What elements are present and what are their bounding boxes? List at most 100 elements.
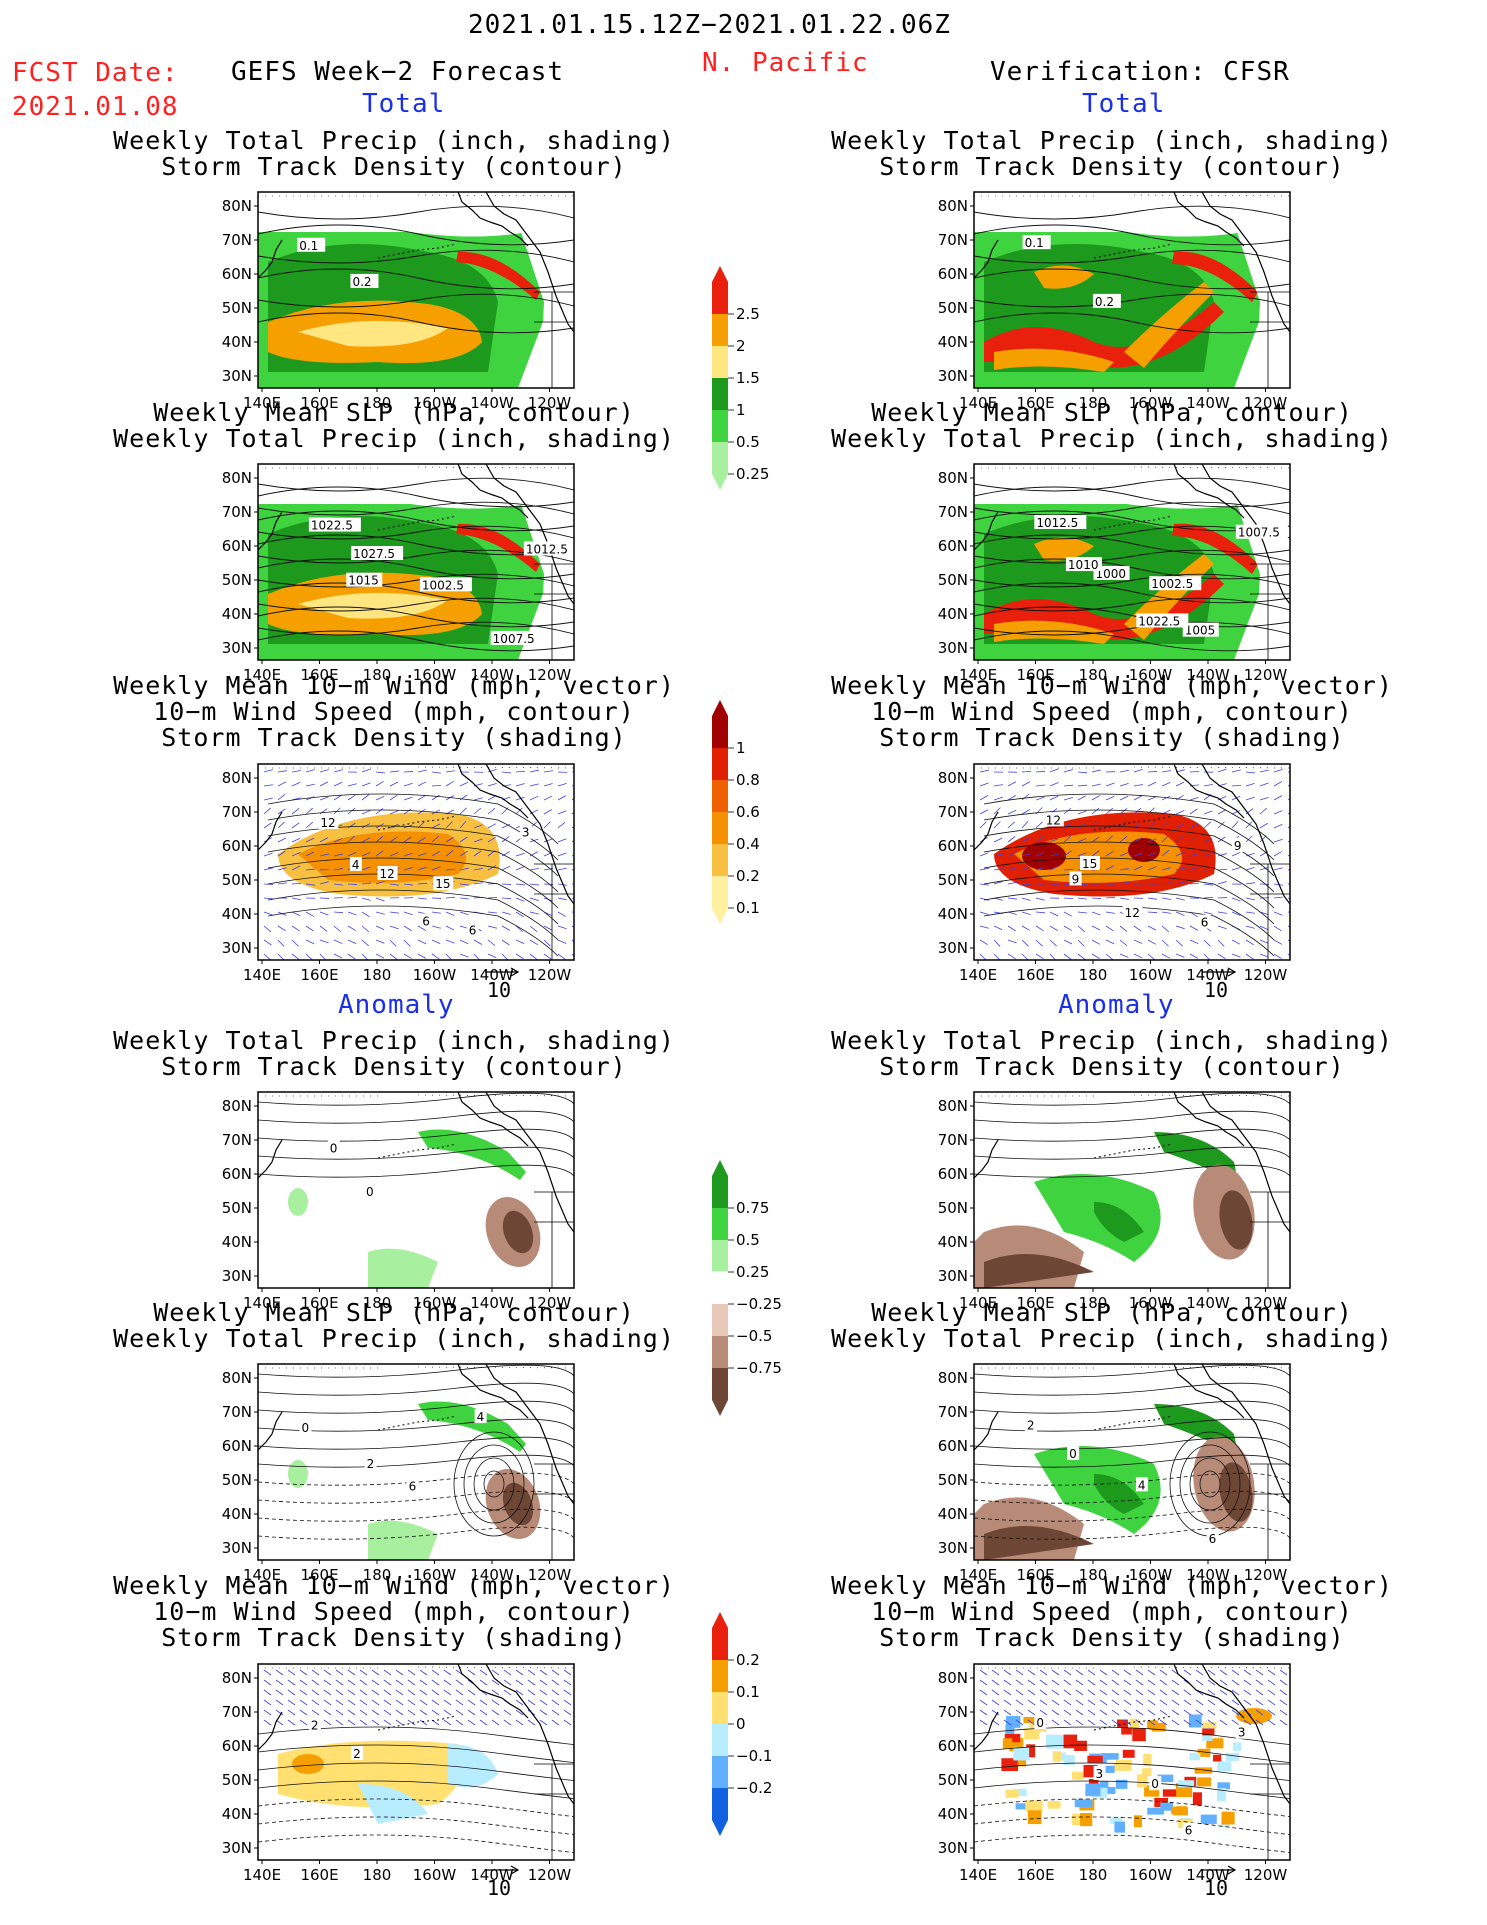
wind-vector bbox=[1203, 896, 1214, 899]
lon-tick-label: 160W bbox=[413, 666, 457, 684]
wind-vector bbox=[979, 883, 989, 886]
land-region bbox=[508, 192, 574, 388]
lon-tick-label: 160W bbox=[1129, 1866, 1173, 1884]
coastline bbox=[1093, 243, 1173, 259]
wind-vector bbox=[515, 953, 524, 960]
wind-vector bbox=[1119, 821, 1127, 829]
wind-vector bbox=[1243, 1679, 1252, 1686]
colorbar-label: 0.2 bbox=[736, 867, 760, 885]
lat-tick-label: 40N bbox=[222, 605, 252, 623]
wind-vector bbox=[443, 1699, 452, 1706]
wind-vector bbox=[1021, 925, 1031, 931]
anom-storm-shade bbox=[1197, 1748, 1211, 1757]
wind-vector bbox=[1063, 807, 1072, 815]
coastline bbox=[457, 1364, 529, 1419]
wind-vector bbox=[333, 781, 343, 787]
wind-vector bbox=[1111, 1679, 1120, 1686]
lon-tick-label: 160W bbox=[1129, 1294, 1173, 1312]
lat-tick-label: 30N bbox=[222, 1839, 252, 1857]
wind-vector bbox=[491, 1719, 500, 1726]
wind-vector bbox=[1273, 925, 1282, 932]
colorbar-segment bbox=[712, 1176, 728, 1208]
contour-line bbox=[974, 312, 1290, 334]
coastline bbox=[485, 464, 574, 605]
wind-vector bbox=[1267, 1719, 1276, 1726]
wind-vector bbox=[335, 1719, 344, 1726]
forecast-total-label: Total bbox=[362, 89, 446, 119]
colorbar-label: 0.2 bbox=[736, 1651, 760, 1669]
contour-line bbox=[267, 889, 559, 941]
total-precip-colorbar: 2.5 2 1.5 1 0.5 0.25 bbox=[710, 266, 790, 504]
lat-tick-label: 40N bbox=[938, 1233, 968, 1251]
contour-label-bg bbox=[433, 876, 454, 891]
lat-tick-label: 40N bbox=[222, 1233, 252, 1251]
colorbar-label: 0.5 bbox=[736, 1231, 760, 1249]
wind-vector bbox=[529, 867, 539, 871]
wind-vector bbox=[1021, 793, 1030, 801]
anom-storm-shade bbox=[1171, 1806, 1187, 1814]
anom-precip-shade bbox=[1034, 1174, 1161, 1262]
wind-vector bbox=[979, 795, 989, 801]
wind-vector bbox=[529, 953, 538, 960]
wind-vector bbox=[1159, 1709, 1168, 1716]
wind-vector bbox=[1279, 1689, 1288, 1696]
wind-vector bbox=[993, 853, 1003, 857]
wind-vector bbox=[305, 783, 315, 787]
state-boundary bbox=[1250, 291, 1290, 388]
wind-vector bbox=[1287, 825, 1290, 829]
wind-vector bbox=[503, 1719, 512, 1726]
map-svg: 12 15 12 6 9 9 80N 70N 60N 50N 40N 30N 140E 160E 180 16… bbox=[938, 763, 1291, 984]
wind-vector bbox=[1207, 1679, 1216, 1686]
coastline bbox=[258, 1411, 283, 1451]
lat-tick-label: 60N bbox=[938, 837, 968, 855]
wind-vector bbox=[305, 807, 314, 815]
wind-vector bbox=[361, 794, 370, 801]
wind-vector bbox=[501, 911, 511, 915]
wind-vector bbox=[501, 865, 511, 871]
contour-line bbox=[258, 630, 574, 652]
anom-storm-shade bbox=[1192, 1792, 1202, 1806]
wind-vector bbox=[1259, 866, 1269, 871]
wind-vector bbox=[551, 1699, 560, 1706]
anom-precip-shade bbox=[418, 1129, 526, 1180]
contour-label-bg bbox=[1093, 1765, 1106, 1780]
wind-vector bbox=[1175, 881, 1185, 885]
wind-vector bbox=[1111, 1669, 1120, 1676]
wind-vector bbox=[979, 1709, 988, 1716]
lon-tick-label: 140W bbox=[470, 966, 514, 984]
wind-vector bbox=[501, 897, 512, 900]
wind-vector bbox=[383, 1679, 392, 1686]
wind-vector bbox=[445, 850, 454, 857]
wind-vector bbox=[431, 1679, 440, 1686]
contour-label-bg bbox=[1149, 1776, 1162, 1791]
map-frame bbox=[257, 1091, 575, 1289]
contour-label: 0.2 bbox=[352, 275, 371, 289]
wind-vector bbox=[263, 807, 271, 815]
contour-line bbox=[258, 1490, 574, 1504]
wind-vector bbox=[1063, 1719, 1072, 1726]
wind-vector bbox=[515, 1679, 524, 1686]
coastline bbox=[974, 1411, 999, 1451]
wind-vector bbox=[1245, 953, 1254, 960]
coastline bbox=[457, 192, 529, 247]
fc-total-slp-title: Weekly Mean SLP (hPa, contour) Weekly To… bbox=[94, 400, 694, 452]
wind-vector bbox=[1245, 796, 1255, 801]
contour-label-bg bbox=[327, 1140, 340, 1155]
land-region bbox=[1224, 464, 1290, 660]
contour-label: 0 bbox=[1036, 1716, 1044, 1730]
contour-line bbox=[983, 825, 1275, 877]
wind-vector bbox=[543, 783, 553, 787]
lon-tick-label: 120W bbox=[528, 1294, 572, 1312]
contour-line bbox=[974, 249, 1290, 264]
wind-vector bbox=[1175, 835, 1183, 843]
wind-vector bbox=[1217, 911, 1227, 914]
wind-vector bbox=[551, 1719, 560, 1726]
contour-line bbox=[974, 1110, 1290, 1124]
obs-total-precip-map: 0.1 0.2 80N 70N 60N 50N 40N 30N 140E 160E 180 160W 1… bbox=[922, 188, 1302, 422]
anom-storm-shade bbox=[1132, 1728, 1146, 1742]
wind-vector bbox=[1287, 854, 1290, 857]
map-field-layer bbox=[974, 1092, 1290, 1288]
wind-vector bbox=[1147, 911, 1158, 914]
lat-tick-label: 50N bbox=[222, 571, 252, 589]
map-svg: 0.1 0.2 80N 70N 60N 50N 40N 30N 140E 160E 180 160W 1… bbox=[222, 191, 575, 412]
